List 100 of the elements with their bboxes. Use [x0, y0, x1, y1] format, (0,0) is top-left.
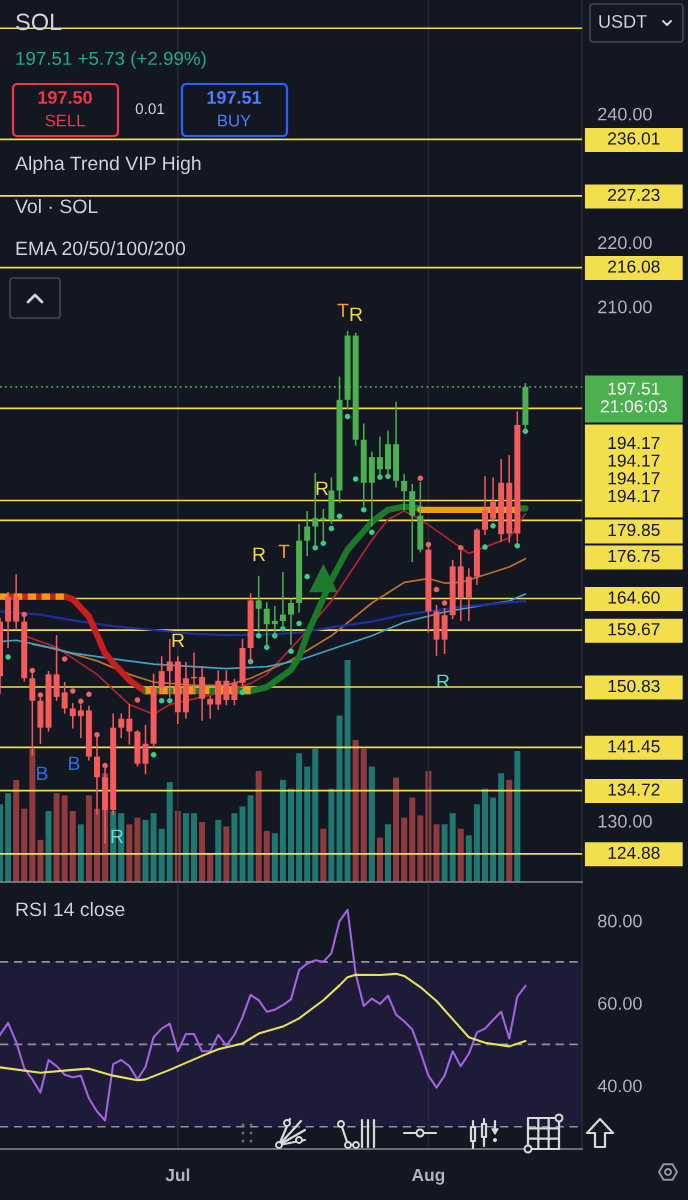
- chart-title: Vol · SOL: [15, 198, 98, 214]
- bar: [247, 795, 254, 882]
- bar: [296, 753, 303, 882]
- bar: [271, 833, 278, 882]
- chart-title: SOL: [16, 13, 62, 31]
- bar: [506, 779, 513, 882]
- point: [158, 697, 165, 704]
- bar: [77, 824, 84, 882]
- point: [134, 697, 141, 703]
- bar: [514, 751, 521, 882]
- point: [482, 544, 488, 550]
- bar: [393, 777, 400, 882]
- bar: [231, 813, 238, 882]
- bar: [288, 788, 294, 882]
- candlestick: [304, 510, 311, 557]
- y-tick-label: 40.00: [597, 1079, 642, 1093]
- bar: [401, 817, 408, 882]
- annotation: R: [172, 633, 185, 648]
- bar: [53, 793, 60, 882]
- candlestick: [279, 572, 286, 629]
- bar: [37, 839, 44, 882]
- annotation: 0.01: [135, 103, 165, 115]
- candlestick: [69, 703, 76, 729]
- bar: [368, 766, 375, 882]
- candlestick: [158, 656, 165, 694]
- candlestick: [401, 474, 408, 511]
- point: [304, 573, 310, 580]
- annotation: R: [316, 481, 329, 496]
- annotation: 197.50: [38, 91, 92, 104]
- bar: [5, 793, 12, 882]
- annotation: Alpha Trend VIP High: [15, 155, 201, 175]
- candlestick: [482, 476, 488, 535]
- bar: [473, 804, 480, 882]
- ref-line-label: 216.08: [608, 260, 660, 273]
- point: [288, 648, 294, 654]
- point: [360, 507, 367, 513]
- bar: [457, 828, 464, 882]
- candlestick: [61, 681, 68, 714]
- annotation: EMA 20/50/100/200: [16, 240, 186, 256]
- point: [336, 513, 343, 519]
- candlestick: [288, 598, 294, 645]
- y-tick-label: 130.00: [598, 814, 652, 828]
- candlestick: [255, 575, 262, 633]
- annotation: T: [278, 544, 290, 559]
- bar: [304, 766, 311, 882]
- ref-line-label: 236.01: [608, 132, 660, 145]
- bar: [441, 824, 448, 882]
- bar: [29, 748, 36, 882]
- bar: [150, 813, 157, 882]
- bar: [255, 771, 262, 882]
- point: [29, 667, 36, 674]
- ref-line-label: 150.83: [608, 679, 660, 693]
- bar: [263, 830, 270, 882]
- candlestick: [199, 665, 206, 721]
- text: USDT: [599, 15, 647, 28]
- bar: [490, 797, 497, 882]
- bar: [69, 810, 76, 882]
- bar: [85, 795, 92, 882]
- bar: [320, 828, 327, 882]
- bar: [21, 808, 28, 882]
- point: [69, 688, 76, 694]
- bar: [134, 817, 141, 882]
- ref-line-label: 164.60: [608, 591, 660, 604]
- bar: [166, 782, 173, 882]
- point: [309, 563, 338, 593]
- point: [441, 600, 448, 606]
- point: [255, 633, 262, 639]
- bar: [207, 853, 214, 882]
- annotation: B: [69, 756, 80, 771]
- bar: [498, 773, 505, 882]
- annotation: SELL: [45, 114, 85, 127]
- bar: [279, 779, 286, 882]
- annotation: BUY: [218, 114, 251, 127]
- candlestick: [465, 568, 472, 622]
- text: RSI 14 close: [16, 901, 125, 917]
- bar: [482, 788, 488, 882]
- y-tick-label: 80.00: [598, 914, 642, 928]
- bar: [385, 824, 391, 882]
- candlestick: [53, 635, 60, 701]
- candlestick: [207, 696, 214, 719]
- point: [296, 620, 302, 627]
- point: [369, 529, 375, 536]
- annotation: R: [350, 307, 363, 322]
- y-tick-label: 220.00: [598, 236, 652, 250]
- line-series: [0, 972, 527, 1082]
- text: 197.51 +5.73 (+2.99%): [16, 51, 206, 69]
- annotation: R: [437, 674, 450, 689]
- ref-line-label: 197.51 21:06:03: [600, 382, 667, 413]
- bar: [409, 797, 416, 882]
- candlestick: [118, 713, 125, 739]
- bar: [344, 660, 351, 882]
- ref-line-label: 159.67: [608, 623, 660, 636]
- bar: [61, 795, 68, 882]
- candlestick: [126, 703, 133, 745]
- point: [150, 751, 157, 758]
- x-tick-label: Jul: [165, 1168, 190, 1182]
- bar: [158, 828, 165, 882]
- bar: [13, 779, 20, 882]
- point: [5, 654, 11, 660]
- bar: [223, 826, 230, 882]
